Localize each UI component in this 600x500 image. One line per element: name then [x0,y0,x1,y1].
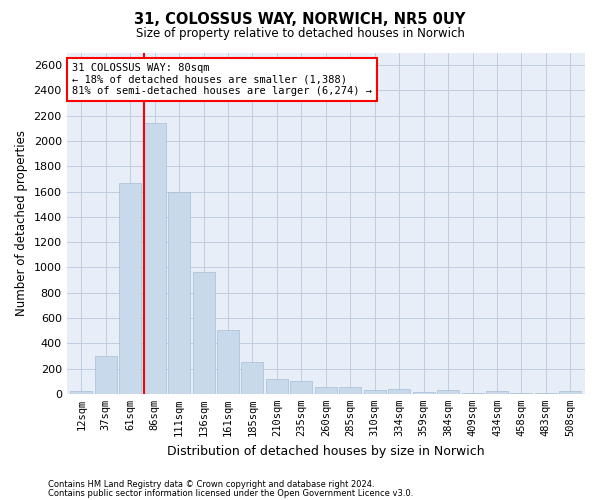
Bar [290,381,313,394]
Text: 31, COLOSSUS WAY, NORWICH, NR5 0UY: 31, COLOSSUS WAY, NORWICH, NR5 0UY [134,12,466,28]
Bar [168,192,190,394]
Text: Contains public sector information licensed under the Open Government Licence v3: Contains public sector information licen… [48,489,413,498]
Bar [461,392,484,394]
Bar [339,388,361,394]
Bar [143,124,166,394]
Bar [119,182,141,394]
Bar [241,362,263,394]
Bar [437,390,459,394]
Bar [486,390,508,394]
Bar [535,393,557,394]
Text: Size of property relative to detached houses in Norwich: Size of property relative to detached ho… [136,27,464,40]
Bar [266,378,288,394]
Text: 31 COLOSSUS WAY: 80sqm
← 18% of detached houses are smaller (1,388)
81% of semi-: 31 COLOSSUS WAY: 80sqm ← 18% of detached… [72,62,372,96]
Bar [193,272,215,394]
Bar [413,392,434,394]
Bar [364,390,386,394]
Bar [511,392,532,394]
X-axis label: Distribution of detached houses by size in Norwich: Distribution of detached houses by size … [167,444,485,458]
Text: Contains HM Land Registry data © Crown copyright and database right 2024.: Contains HM Land Registry data © Crown c… [48,480,374,489]
Bar [315,388,337,394]
Bar [388,388,410,394]
Y-axis label: Number of detached properties: Number of detached properties [15,130,28,316]
Bar [95,356,117,394]
Bar [70,390,92,394]
Bar [559,390,581,394]
Bar [217,330,239,394]
